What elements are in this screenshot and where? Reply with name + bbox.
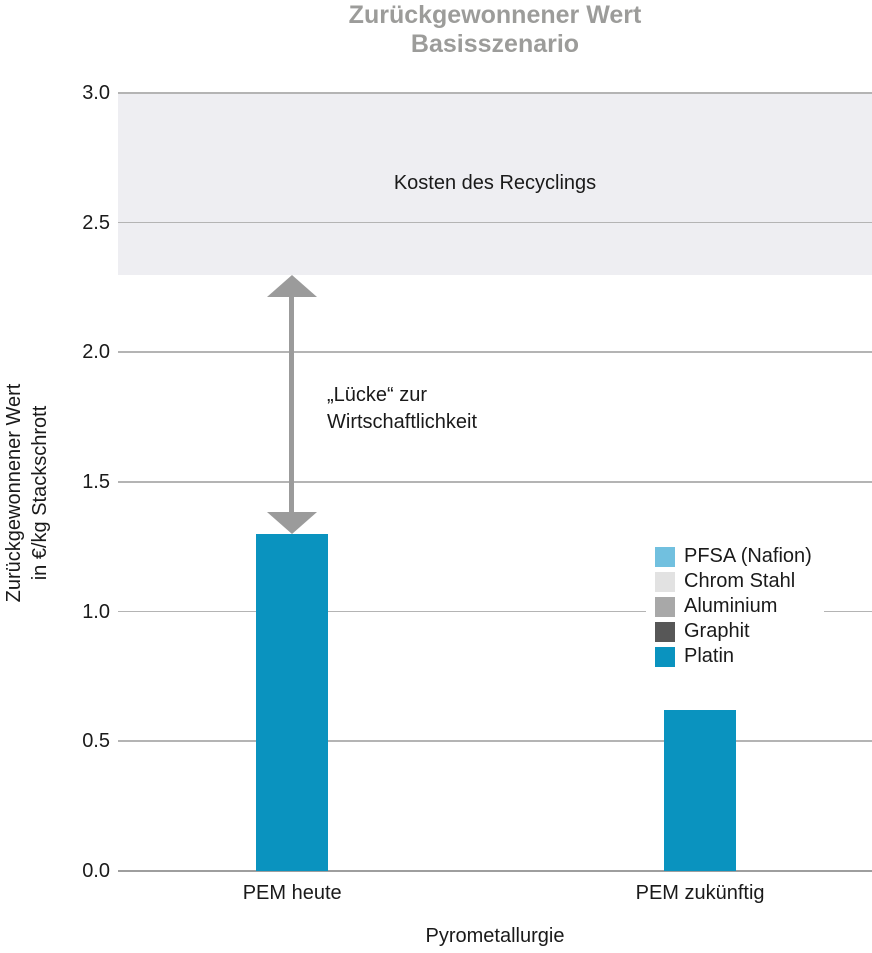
chart-title: Zurückgewonnener Wert Basisszenario: [118, 1, 872, 59]
gridline-2.5: [118, 221, 872, 224]
x-tick-label-2: PEM zukünftig: [635, 882, 765, 904]
y-tick-label-1.5: 1.5: [82, 471, 110, 493]
gridline-1.0: [118, 610, 872, 613]
x-axis-label: Pyrometallurgie: [425, 925, 565, 947]
legend-swatch-icon: [655, 621, 675, 642]
bar-pem-zukünftig: [664, 710, 737, 871]
legend: PFSA (Nafion) Chrom Stahl Aluminium Graphit…: [646, 541, 824, 672]
legend-label: Chrom Stahl: [684, 570, 796, 592]
y-tick-label-1.0: 1.0: [82, 600, 110, 623]
x-tick-label-1: PEM heute: [242, 882, 342, 904]
legend-label: Aluminium: [684, 595, 778, 617]
legend-swatch-icon: [655, 546, 675, 567]
arrow-shaft: [289, 286, 295, 522]
y-tick-label-2.0: 2.0: [82, 341, 110, 364]
arrow-down-icon: [267, 511, 318, 534]
legend-item-chrom-stahl: Chrom Stahl: [655, 569, 812, 594]
bar-pem-heute: [256, 533, 329, 871]
gap-annotation-line2: Wirtschaftlichkeit: [327, 411, 478, 433]
chart-title-line2: Basisszenario: [410, 30, 580, 58]
legend-item-graphit: Graphit: [655, 619, 812, 644]
gridline-1.5: [118, 481, 872, 483]
gap-annotation-line1: „Lücke“ zur: [327, 384, 428, 406]
legend-item-aluminium: Aluminium: [655, 594, 812, 619]
legend-swatch-icon: [655, 646, 675, 667]
legend-item-platin: Platin: [655, 644, 812, 669]
gridline-0.5: [118, 740, 872, 742]
legend-swatch-icon: [655, 596, 675, 617]
legend-swatch-icon: [655, 571, 675, 592]
gridline-0.0: [118, 870, 872, 872]
arrow-up-icon: [267, 274, 318, 297]
y-tick-label-0.0: 0.0: [82, 860, 110, 882]
y-tick-label-0.5: 0.5: [82, 730, 110, 753]
cost-band-label: Kosten des Recyclings: [393, 172, 597, 195]
gridline-3.0: [118, 92, 872, 94]
gridline-2.0: [118, 351, 872, 353]
y-tick-label-3.0: 3.0: [82, 82, 110, 104]
chart-title-line1: Zurückgewonnener Wert: [348, 1, 642, 29]
y-tick-label-2.5: 2.5: [82, 211, 110, 234]
legend-label: PFSA (Nafion): [684, 545, 812, 567]
legend-label: Platin: [684, 645, 735, 667]
legend-item-pfsa-nafion-: PFSA (Nafion): [655, 544, 812, 569]
gap-arrow: [267, 274, 318, 534]
gap-annotation: „Lücke“ zur Wirtschaftlichkeit: [327, 382, 477, 436]
cost-band: Kosten des Recyclings: [118, 93, 872, 275]
legend-label: Graphit: [684, 620, 750, 642]
plot-area: Kosten des Recyclings „Lücke“ zur Wirtsc…: [118, 92, 872, 872]
